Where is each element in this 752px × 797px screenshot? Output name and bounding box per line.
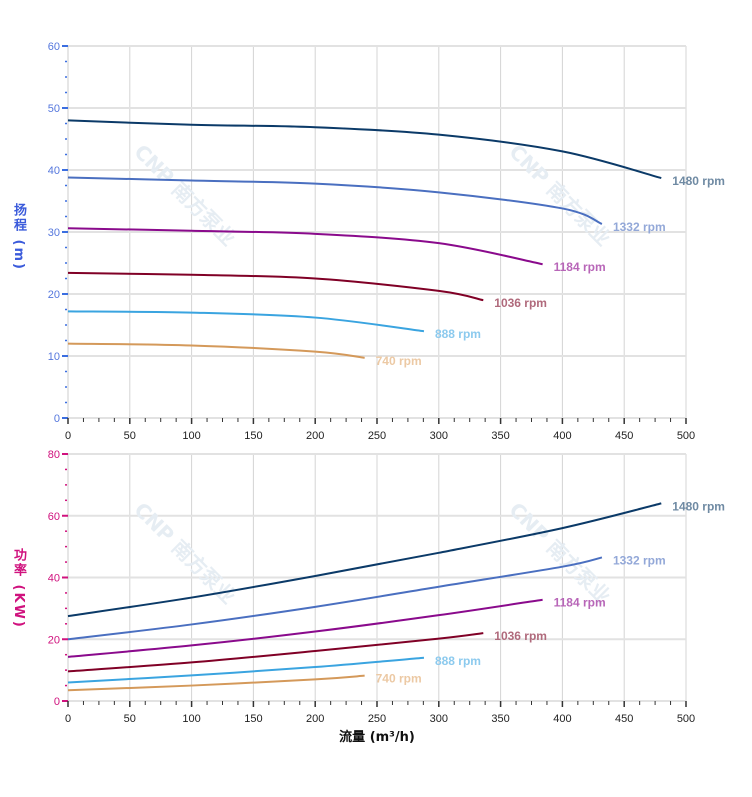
x-tick-label: 250 [368, 713, 386, 725]
y-tick-label: 30 [48, 227, 60, 239]
y-tick-label: 80 [48, 449, 60, 461]
y-tick-label: 0 [54, 696, 60, 708]
y-tick-label: 40 [48, 165, 60, 177]
x-tick-label: 0 [65, 430, 71, 442]
series-label: 1332 rpm [613, 220, 666, 234]
x-tick-label: 350 [491, 430, 509, 442]
x-tick-label: 100 [182, 430, 200, 442]
series-label: 1480 rpm [672, 174, 725, 188]
series-label: 1036 rpm [494, 296, 547, 310]
series-label: 1332 rpm [613, 553, 666, 567]
series-label: 1480 rpm [672, 499, 725, 513]
x-tick-label: 300 [430, 430, 448, 442]
x-tick-label: 300 [430, 713, 448, 725]
x-tick-label: 400 [553, 713, 571, 725]
x-tick-label: 150 [244, 430, 262, 442]
x-tick-label: 200 [306, 430, 324, 442]
x-tick-label: 450 [615, 713, 633, 725]
series-line-1184-rpm [67, 227, 543, 266]
series-line-740-rpm [67, 674, 365, 692]
x-tick-label: 250 [368, 430, 386, 442]
series-line-1332-rpm [67, 176, 603, 225]
series-line-888-rpm [67, 310, 425, 333]
x-tick-label: 50 [124, 430, 136, 442]
series-line-1480-rpm [67, 502, 662, 618]
series-line-1036-rpm [67, 632, 484, 673]
watermark: CNP 南方泵业 [504, 498, 615, 609]
y-tick-label: 0 [54, 413, 60, 425]
y-axis-label-head: 扬程 (m) [11, 203, 26, 271]
y-tick-label: 50 [48, 103, 60, 115]
series-line-1480-rpm [67, 119, 662, 180]
x-tick-label: 50 [124, 713, 136, 725]
x-tick-label: 0 [65, 713, 71, 725]
y-tick-label: 40 [48, 573, 60, 585]
series-label: 888 rpm [435, 654, 481, 668]
series-label: 740 rpm [376, 354, 422, 368]
y-tick-label: 60 [48, 41, 60, 53]
x-axis-label: 流量 (m³/h) [339, 729, 415, 745]
y-axis-label-power: 功率 (KW) [11, 548, 26, 629]
watermark: CNP 南方泵业 [129, 140, 240, 251]
watermark: CNP 南方泵业 [504, 140, 615, 251]
series-line-1332-rpm [67, 556, 603, 641]
series-label: 1184 rpm [554, 596, 606, 610]
x-tick-label: 200 [306, 713, 324, 725]
y-tick-label: 20 [48, 634, 60, 646]
series-label: 1184 rpm [554, 260, 606, 274]
x-tick-label: 450 [615, 430, 633, 442]
plot-panel-1: CNP 南方泵业 CNP 南方泵业 0 10 20 30 40 50 60 0 50 100 150 20… [48, 41, 725, 442]
x-tick-label: 150 [244, 713, 262, 725]
x-tick-label: 500 [677, 430, 695, 442]
series-label: 888 rpm [435, 327, 481, 341]
series-line-740-rpm [67, 342, 365, 359]
y-tick-label: 10 [48, 351, 60, 363]
series-label: 1036 rpm [494, 629, 547, 643]
series-line-1184-rpm [67, 598, 543, 658]
x-tick-label: 500 [677, 713, 695, 725]
series-line-888-rpm [67, 656, 425, 684]
series-line-1036-rpm [67, 271, 484, 302]
y-tick-label: 20 [48, 289, 60, 301]
x-tick-label: 350 [491, 713, 509, 725]
series-label: 740 rpm [376, 672, 422, 686]
x-tick-label: 400 [553, 430, 571, 442]
y-tick-label: 60 [48, 511, 60, 523]
x-tick-label: 100 [182, 713, 200, 725]
